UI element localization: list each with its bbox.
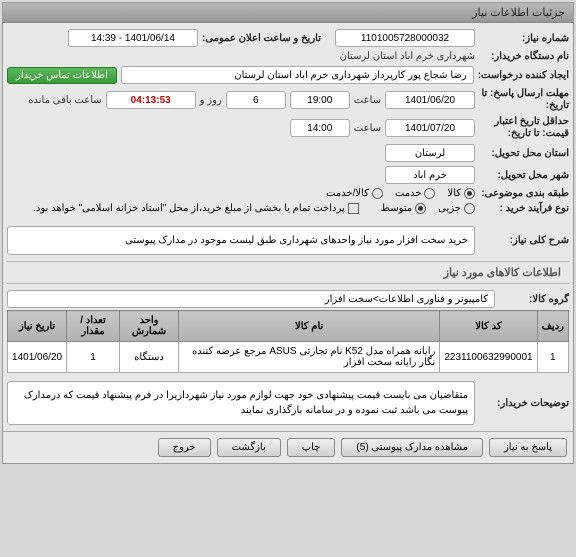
contact-button[interactable]: اطلاعات تماس خریدار (7, 67, 117, 84)
time-label-2: ساعت (354, 123, 381, 134)
province: لرستان (385, 144, 475, 162)
city-label: شهر محل تحویل: (479, 170, 569, 181)
category-label: طبقه بندی موضوعی: (479, 188, 569, 199)
buyer-notes-label: توضیحات خریدار: (479, 398, 569, 409)
deadline-time: 19:00 (290, 91, 350, 109)
requester: رضا شجاع پور کارپرداز شهرداری خرم اباد ا… (121, 66, 474, 84)
buyer-org: شهرداری خرم اباد استان لرستان (340, 51, 475, 62)
validity-time: 14:00 (290, 119, 350, 137)
th-name: نام کالا (179, 311, 440, 342)
goods-info-title: اطلاعات کالاهای مورد نیاز (7, 261, 569, 284)
goods-group: کامپیوتر و فناوری اطلاعات>سخت افزار (7, 290, 495, 308)
th-date: تاریخ نیاز (8, 311, 67, 342)
need-number: 1101005728000032 (335, 29, 475, 47)
radio-partial[interactable]: جزیی (438, 203, 475, 214)
announce-date: 1401/06/14 - 14:39 (68, 29, 198, 47)
th-row: ردیف (537, 311, 568, 342)
time-label-1: ساعت (354, 95, 381, 106)
th-qty: تعداد / مقدار (67, 311, 120, 342)
th-unit: واحد شمارش (119, 311, 178, 342)
need-desc: خرید سخت افزار مورد نیاز واحدهای شهرداری… (7, 226, 475, 255)
days-prefix: روز و (200, 95, 222, 106)
buyer-org-label: نام دستگاه خریدار: (479, 51, 569, 62)
radio-medium[interactable]: متوسط (381, 203, 426, 214)
validity-label: حداقل تاریخ اعتبارقیمت: تا تاریخ: (479, 116, 569, 140)
requester-label: ایجاد کننده درخواست: (478, 70, 569, 81)
buyer-notes: متقاضیان می بایست قیمت پیشنهادی خود جهت … (7, 381, 475, 425)
exit-button[interactable]: خروج (158, 438, 211, 457)
province-label: استان محل تحویل: (479, 148, 569, 159)
th-code: کد کالا (440, 311, 537, 342)
announce-date-label: تاریخ و ساعت اعلان عمومی: (202, 33, 321, 44)
attachments-button[interactable]: مشاهده مدارک پیوستی (5) (341, 438, 483, 457)
radio-goods[interactable]: کالا (447, 188, 475, 199)
countdown-timer: 04:13:53 (106, 91, 196, 109)
payment-checkbox[interactable]: پرداخت تمام یا بخشی از مبلغ خرید،از محل … (33, 203, 359, 214)
deadline-label: مهلت ارسال پاسخ: تاتاریخ: (479, 88, 569, 112)
need-number-label: شماره نیاز: (479, 33, 569, 44)
timer-suffix: ساعت باقی مانده (28, 95, 101, 106)
deadline-date: 1401/06/20 (385, 91, 475, 109)
need-desc-label: شرح کلی نیاز: (479, 235, 569, 246)
panel-header: جزئیات اطلاعات نیاز (3, 3, 573, 23)
validity-date: 1401/07/20 (385, 119, 475, 137)
radio-both[interactable]: کالا/خدمت (326, 188, 383, 199)
city: خرم اباد (385, 166, 475, 184)
goods-table: ردیف کد کالا نام کالا واحد شمارش تعداد /… (7, 310, 569, 373)
days-remaining: 6 (226, 91, 286, 109)
table-row: 1 2231100632990001 رایانه همراه مدل K52 … (8, 342, 569, 373)
goods-group-label: گروه کالا: (499, 294, 569, 305)
reply-button[interactable]: پاسخ به نیاز (489, 438, 567, 457)
print-button[interactable]: چاپ (287, 438, 336, 457)
radio-service[interactable]: خدمت (395, 188, 436, 199)
purchase-type-label: نوع فرآیند خرید : (479, 203, 569, 214)
back-button[interactable]: بازگشت (217, 438, 281, 457)
